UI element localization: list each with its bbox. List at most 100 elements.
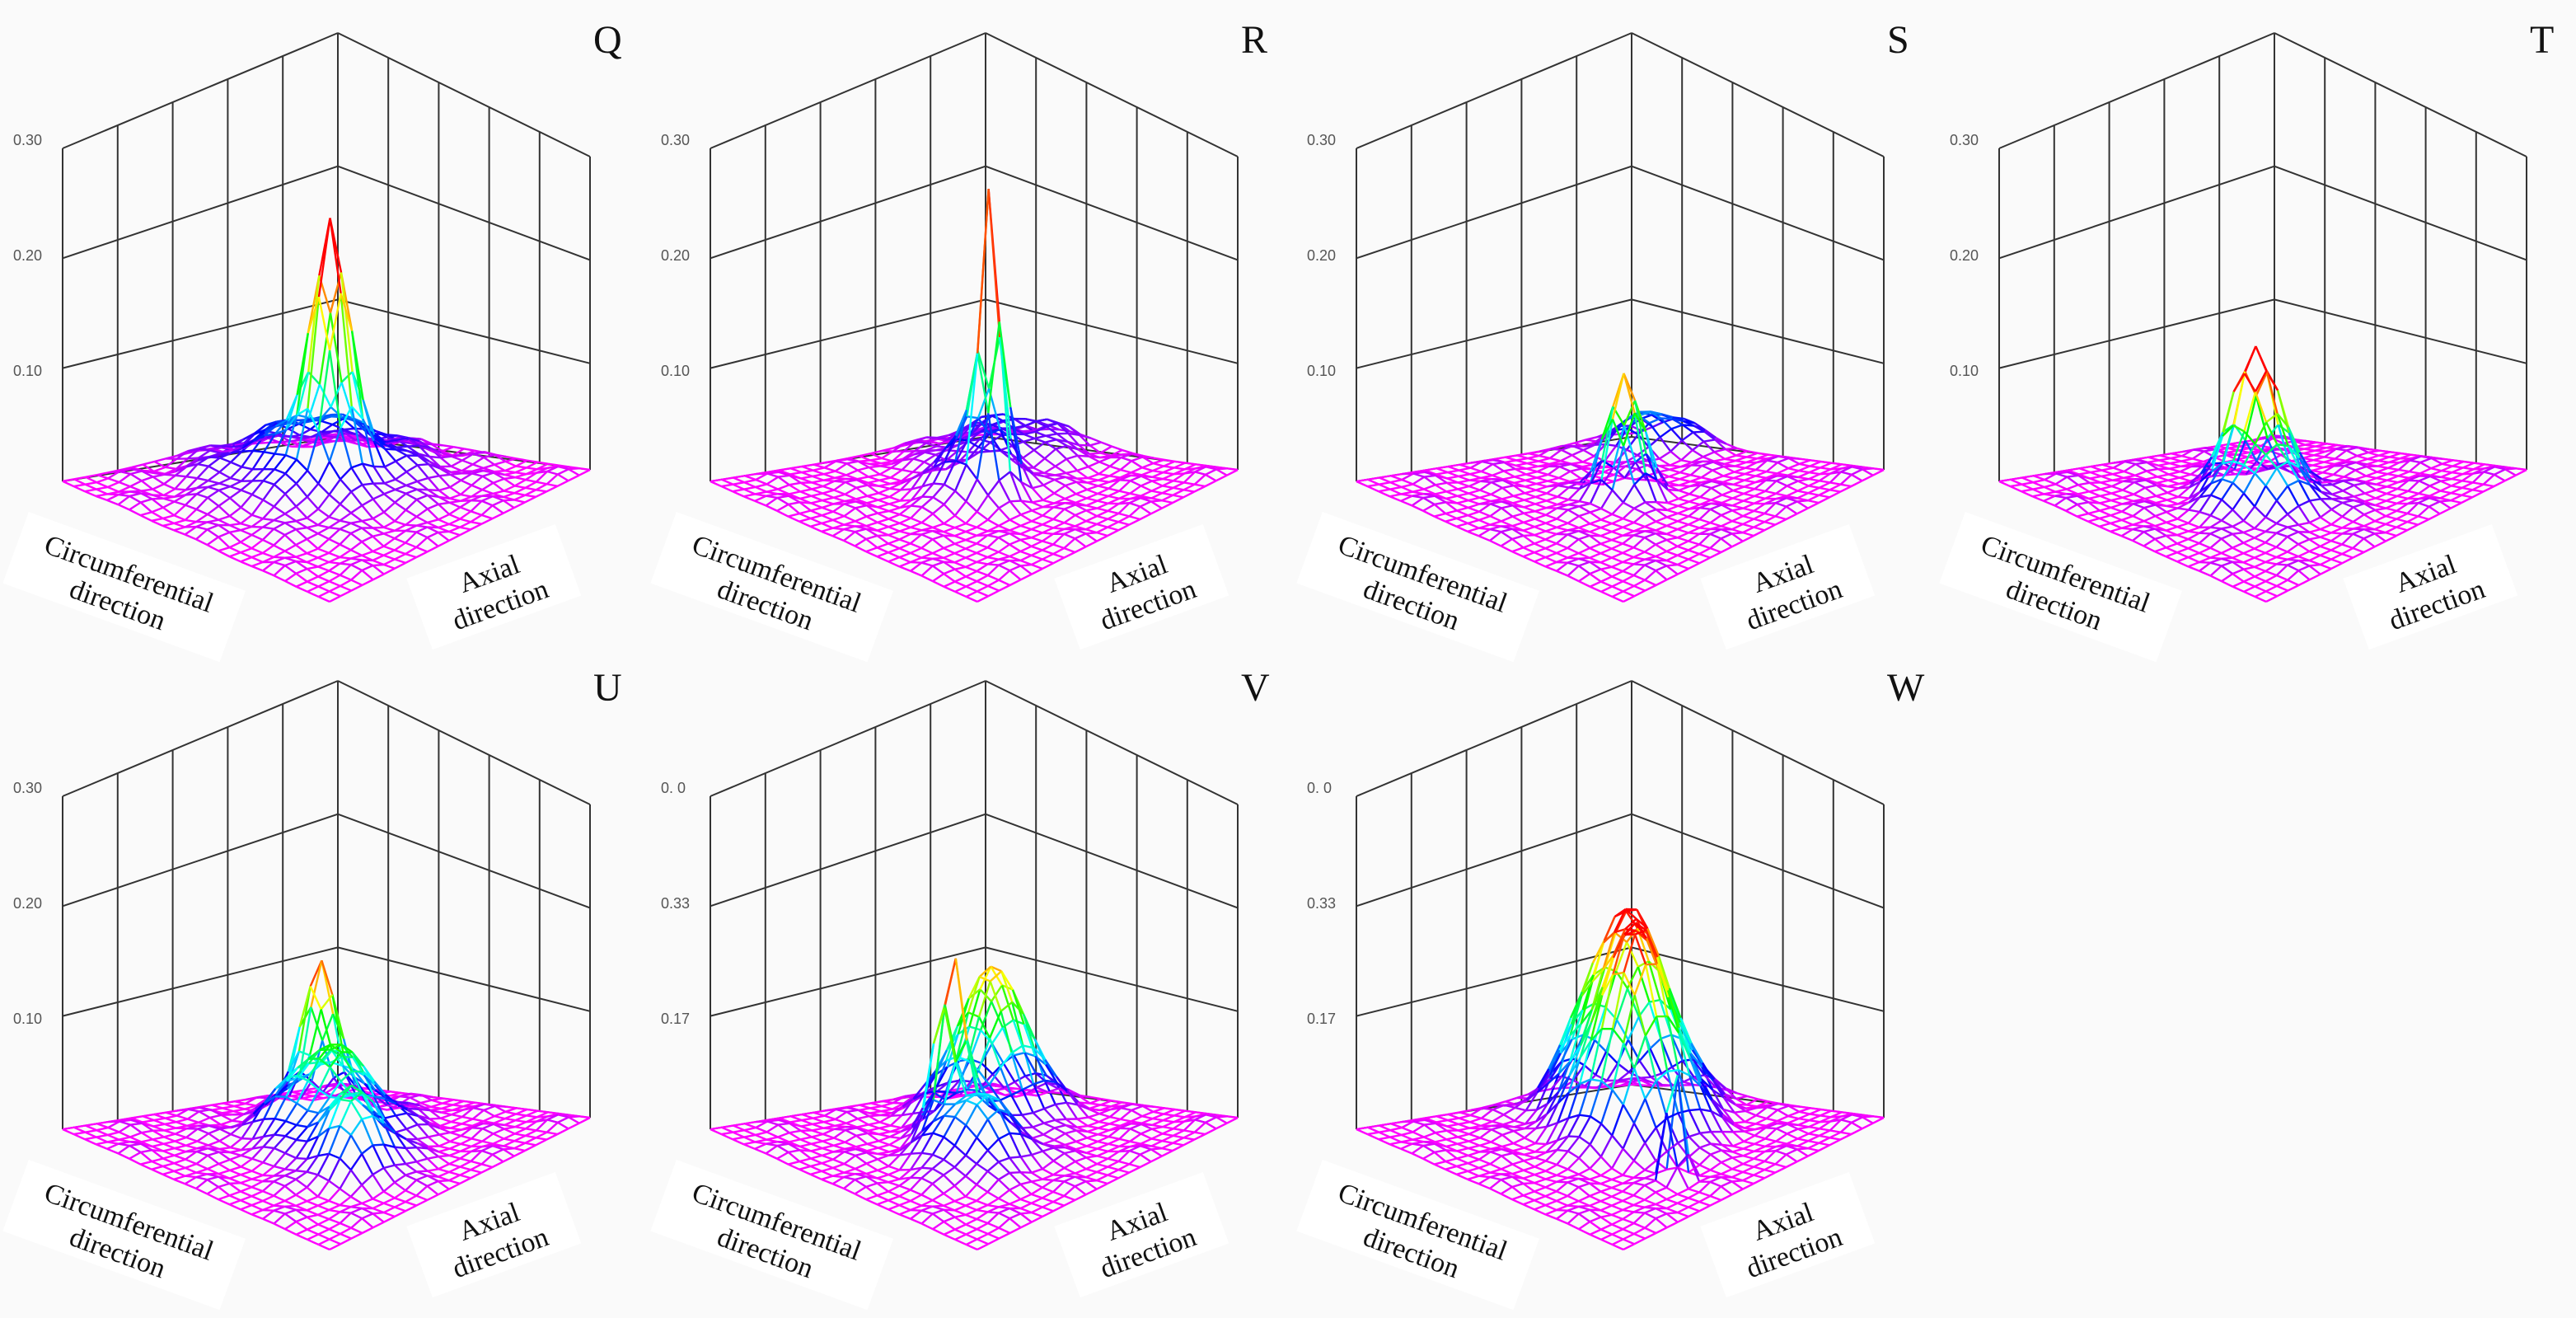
surface-mesh [417, 454, 430, 462]
surface-mesh [321, 420, 333, 426]
surface-mesh [262, 528, 275, 541]
surface-mesh [309, 418, 321, 423]
surface-mesh [196, 485, 208, 495]
surface-mesh [186, 459, 199, 467]
surface-mesh [96, 485, 108, 490]
surface-mesh [274, 429, 288, 455]
surface-mesh [450, 470, 462, 474]
surface-mesh [274, 454, 287, 471]
surface-mesh [451, 453, 463, 457]
surface-mesh [415, 546, 428, 553]
z-tick-label: 0.30 [13, 780, 42, 796]
surface-mesh [462, 452, 475, 456]
surface-mesh [438, 489, 451, 500]
surface-mesh [2210, 556, 2222, 561]
surface-mesh [174, 476, 187, 490]
surface-mesh [230, 476, 242, 482]
surface-mesh [461, 453, 474, 462]
surface-mesh [218, 461, 232, 473]
surface-mesh [882, 449, 893, 453]
surface-mesh [395, 484, 407, 491]
surface-mesh [385, 439, 397, 443]
surface-mesh [345, 439, 358, 445]
surface-mesh [395, 471, 407, 481]
surface-mesh [491, 504, 504, 514]
surface-mesh [386, 434, 398, 437]
surface-mesh [448, 530, 461, 537]
surface-mesh [405, 509, 418, 518]
surface-mesh [229, 529, 241, 534]
surface-mesh [321, 430, 334, 434]
surface-mesh [2431, 457, 2443, 460]
surface-mesh [240, 494, 253, 509]
surface-mesh [431, 443, 443, 447]
surface-mesh [185, 493, 197, 496]
surface-mesh [218, 514, 231, 521]
surface-mesh [240, 480, 253, 491]
surface-mesh [162, 514, 175, 520]
surface-mesh [405, 464, 419, 473]
surface-mesh [406, 449, 419, 455]
surface-mesh [141, 476, 154, 482]
surface-mesh [285, 414, 298, 431]
surface-mesh [317, 516, 330, 526]
surface-mesh [438, 473, 451, 477]
surface-mesh [173, 504, 186, 517]
surface-mesh [1547, 484, 1558, 488]
surface-mesh [385, 448, 396, 451]
surface-mesh [536, 489, 547, 493]
surface-mesh [483, 453, 495, 459]
surface-mesh [340, 382, 354, 419]
surface-mesh [372, 439, 386, 450]
surface-mesh [834, 480, 845, 484]
surface-mesh [273, 534, 286, 546]
surface-mesh [185, 493, 198, 506]
surface-mesh [320, 415, 332, 421]
surface-mesh [505, 457, 518, 462]
surface-mesh [1644, 529, 1656, 532]
surface-mesh [262, 453, 276, 470]
surface-mesh [240, 556, 252, 563]
surface-mesh [405, 480, 418, 487]
surface-mesh [143, 460, 155, 466]
surface-mesh [516, 457, 527, 462]
surface-mesh [199, 448, 210, 452]
surface-mesh [361, 527, 374, 537]
surface-mesh [1731, 531, 1743, 535]
surface-mesh [295, 482, 308, 498]
surface-mesh [173, 518, 186, 524]
surface-mesh [340, 293, 354, 331]
surface-mesh [251, 480, 265, 495]
surface-mesh [220, 452, 232, 457]
surface-mesh [218, 476, 232, 485]
wall-grid [62, 298, 339, 369]
surface-mesh [274, 429, 287, 435]
surface-mesh [396, 445, 408, 448]
panel-label: T [2530, 18, 2554, 62]
surface-mesh [1656, 508, 1668, 512]
surface-mesh [232, 444, 244, 448]
surface-mesh [240, 547, 252, 554]
surface-mesh [318, 383, 332, 408]
surface-mesh [129, 480, 143, 488]
surface-mesh [229, 523, 241, 527]
surface-mesh [273, 522, 286, 530]
surface-mesh [426, 508, 439, 521]
surface-mesh [1725, 447, 1737, 451]
surface-mesh [362, 418, 375, 467]
surface-mesh [396, 448, 408, 453]
surface-mesh [331, 418, 344, 426]
surface-mesh [395, 488, 407, 495]
surface-mesh [317, 461, 330, 485]
surface-mesh [307, 297, 321, 409]
surface-mesh [889, 487, 902, 491]
surface-mesh [438, 518, 450, 526]
surface-mesh [361, 504, 374, 519]
surface-mesh [481, 489, 494, 495]
surface-mesh [372, 535, 385, 547]
surface-mesh [340, 371, 354, 383]
surface-mesh [343, 428, 356, 436]
surface-mesh [471, 484, 483, 491]
surface-mesh [207, 482, 220, 488]
surface-mesh [2178, 485, 2190, 490]
